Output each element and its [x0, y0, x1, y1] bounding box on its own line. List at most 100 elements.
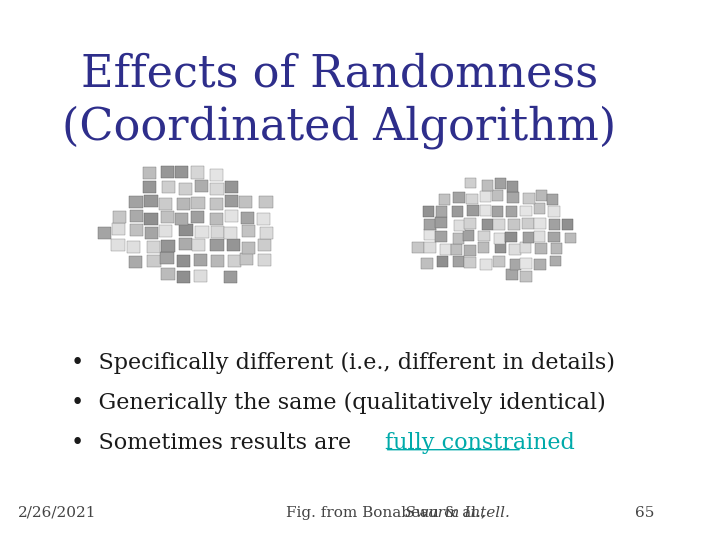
Bar — [130, 196, 143, 208]
Bar — [242, 225, 256, 237]
Bar — [210, 213, 223, 225]
Bar — [480, 259, 492, 270]
Bar — [436, 217, 447, 228]
Bar — [161, 240, 175, 252]
Bar — [564, 233, 576, 244]
Bar — [464, 257, 476, 268]
Bar — [130, 224, 143, 236]
Bar — [259, 227, 273, 239]
Bar — [480, 205, 491, 215]
Bar — [421, 258, 433, 269]
Bar — [225, 181, 238, 193]
Text: •  Generically the same (qualitatively identical): • Generically the same (qualitatively id… — [71, 392, 606, 414]
Bar — [174, 213, 188, 225]
Bar — [520, 242, 531, 253]
Bar — [507, 192, 518, 203]
Text: 65: 65 — [634, 506, 654, 520]
Bar — [522, 218, 534, 229]
Bar — [258, 239, 271, 251]
Bar — [549, 255, 561, 266]
Bar — [453, 233, 464, 244]
Bar — [534, 232, 545, 242]
Bar — [130, 210, 143, 221]
Bar — [191, 211, 204, 223]
Bar — [493, 233, 505, 244]
Bar — [194, 254, 207, 266]
Bar — [175, 166, 189, 178]
Bar — [143, 167, 156, 179]
Bar — [192, 239, 205, 251]
Bar — [113, 211, 127, 223]
Bar — [161, 166, 174, 178]
Bar — [97, 227, 111, 239]
Text: fully constrained: fully constrained — [384, 432, 575, 454]
Bar — [520, 206, 531, 217]
Bar — [534, 259, 546, 270]
Bar — [492, 190, 503, 201]
Bar — [144, 195, 158, 207]
Bar — [145, 227, 158, 239]
Bar — [424, 219, 436, 230]
Bar — [179, 183, 192, 195]
Bar — [161, 252, 174, 265]
Bar — [194, 269, 207, 282]
Bar — [454, 192, 465, 202]
Bar — [495, 242, 506, 253]
Text: 2/26/2021: 2/26/2021 — [17, 506, 96, 520]
Bar — [211, 226, 224, 238]
Bar — [112, 239, 125, 251]
Bar — [147, 241, 161, 253]
Bar — [158, 198, 172, 210]
Bar — [436, 206, 447, 217]
Bar — [509, 244, 521, 255]
Bar — [127, 240, 140, 253]
Bar — [549, 219, 560, 230]
Bar — [179, 238, 192, 250]
Bar — [225, 195, 238, 207]
Bar — [148, 255, 161, 267]
Text: Fig. from Bonabeau & al.,: Fig. from Bonabeau & al., — [286, 506, 490, 520]
Bar — [436, 256, 449, 267]
Bar — [161, 268, 175, 280]
Bar — [435, 231, 446, 242]
Bar — [191, 166, 204, 179]
Bar — [549, 206, 560, 217]
Bar — [463, 230, 474, 241]
Bar — [505, 232, 517, 242]
Bar — [223, 271, 237, 282]
Text: Swarm Intell.: Swarm Intell. — [405, 506, 510, 520]
Bar — [451, 206, 463, 217]
Bar — [482, 219, 493, 230]
Bar — [424, 242, 436, 253]
Bar — [162, 181, 176, 193]
Bar — [194, 180, 208, 192]
Bar — [480, 191, 491, 202]
Bar — [225, 210, 238, 222]
Bar — [492, 206, 503, 217]
Bar — [506, 269, 518, 280]
Bar — [438, 194, 450, 205]
Bar — [177, 255, 190, 267]
Bar — [211, 255, 225, 267]
Bar — [536, 244, 547, 254]
Bar — [507, 181, 518, 192]
Bar — [238, 195, 252, 208]
Bar — [224, 227, 238, 239]
Bar — [210, 198, 223, 210]
Bar — [534, 218, 546, 228]
Bar — [256, 213, 270, 225]
Bar — [440, 244, 451, 255]
Bar — [464, 178, 476, 188]
Bar — [508, 219, 520, 230]
Bar — [546, 194, 558, 205]
Bar — [549, 232, 560, 242]
Bar — [534, 204, 545, 214]
Bar — [195, 226, 209, 238]
Bar — [495, 178, 506, 188]
Bar — [179, 224, 193, 235]
Bar — [424, 230, 436, 240]
Bar — [242, 242, 255, 254]
Bar — [453, 256, 464, 267]
Bar — [228, 255, 240, 267]
Bar — [413, 242, 424, 253]
